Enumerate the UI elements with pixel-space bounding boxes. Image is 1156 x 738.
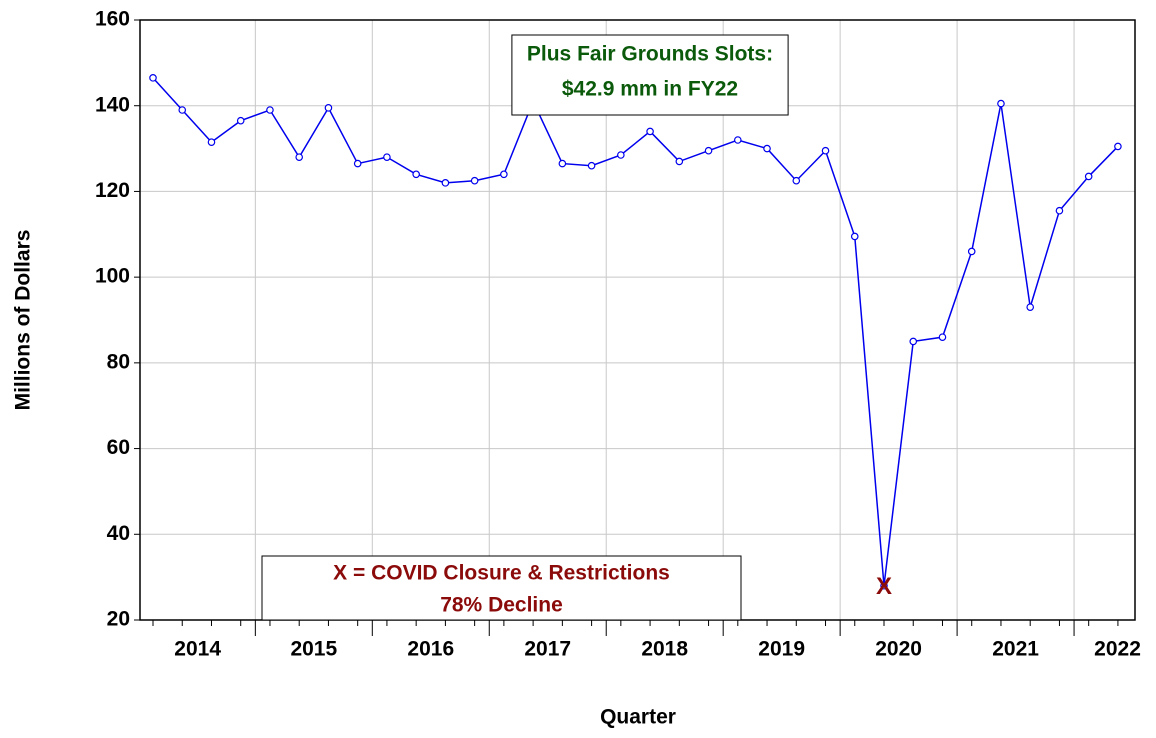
x-tick-label: 2019 xyxy=(758,638,805,661)
point xyxy=(236,116,245,125)
y-axis-label: Millions of Dollars xyxy=(12,230,35,411)
point xyxy=(997,99,1005,108)
point xyxy=(383,153,391,161)
point xyxy=(1055,206,1064,215)
point xyxy=(470,176,479,185)
y-tick-label: 20 xyxy=(107,608,130,631)
y-tick-label: 140 xyxy=(95,93,130,116)
point xyxy=(295,153,304,161)
point xyxy=(909,337,918,346)
point xyxy=(704,146,713,155)
annotation-text: $42.9 mm in FY22 xyxy=(562,78,738,101)
annotation-text: Plus Fair Grounds Slots: xyxy=(527,43,773,66)
point xyxy=(1114,142,1122,151)
point xyxy=(266,106,274,114)
x-tick-label: 2021 xyxy=(992,638,1039,661)
y-tick-label: 100 xyxy=(95,265,130,288)
point xyxy=(441,179,450,187)
annotation-box xyxy=(511,34,789,116)
point xyxy=(1026,303,1035,311)
y-tick-label: 80 xyxy=(107,350,130,373)
point xyxy=(675,157,684,166)
point xyxy=(880,581,888,590)
x-axis-label: Quarter xyxy=(600,706,676,729)
point xyxy=(1084,172,1093,181)
x-tick-label: 2015 xyxy=(290,638,337,661)
x-tick-label: 2020 xyxy=(875,638,922,661)
covid-marker: X xyxy=(876,573,892,600)
point xyxy=(938,333,947,341)
point xyxy=(500,170,508,179)
point xyxy=(412,170,420,179)
x-tick-label: 2014 xyxy=(174,638,221,661)
point xyxy=(967,247,976,256)
line xyxy=(152,77,1119,586)
annotation-text: 78% Decline xyxy=(440,594,563,617)
point xyxy=(353,159,362,168)
annotation-box xyxy=(261,555,742,621)
point xyxy=(178,106,187,114)
point xyxy=(792,176,801,185)
point xyxy=(646,127,654,136)
point xyxy=(207,138,216,146)
x-tick-label: 2022 xyxy=(1094,638,1141,661)
x-tick-label: 2016 xyxy=(407,638,454,661)
point xyxy=(850,232,859,241)
x-tick-label: 2018 xyxy=(641,638,688,661)
annotation-text: X = COVID Closure & Restrictions xyxy=(333,562,670,585)
y-tick-label: 40 xyxy=(107,522,130,545)
point xyxy=(617,151,625,159)
point xyxy=(763,144,771,153)
point xyxy=(821,146,830,155)
point xyxy=(587,161,596,170)
point xyxy=(558,159,567,168)
point xyxy=(149,74,157,82)
point xyxy=(324,104,333,112)
x-tick-label: 2017 xyxy=(524,638,571,661)
y-tick-label: 120 xyxy=(95,179,130,202)
y-tick-label: 160 xyxy=(95,8,130,31)
y-tick-label: 60 xyxy=(107,436,130,459)
point xyxy=(733,136,742,144)
